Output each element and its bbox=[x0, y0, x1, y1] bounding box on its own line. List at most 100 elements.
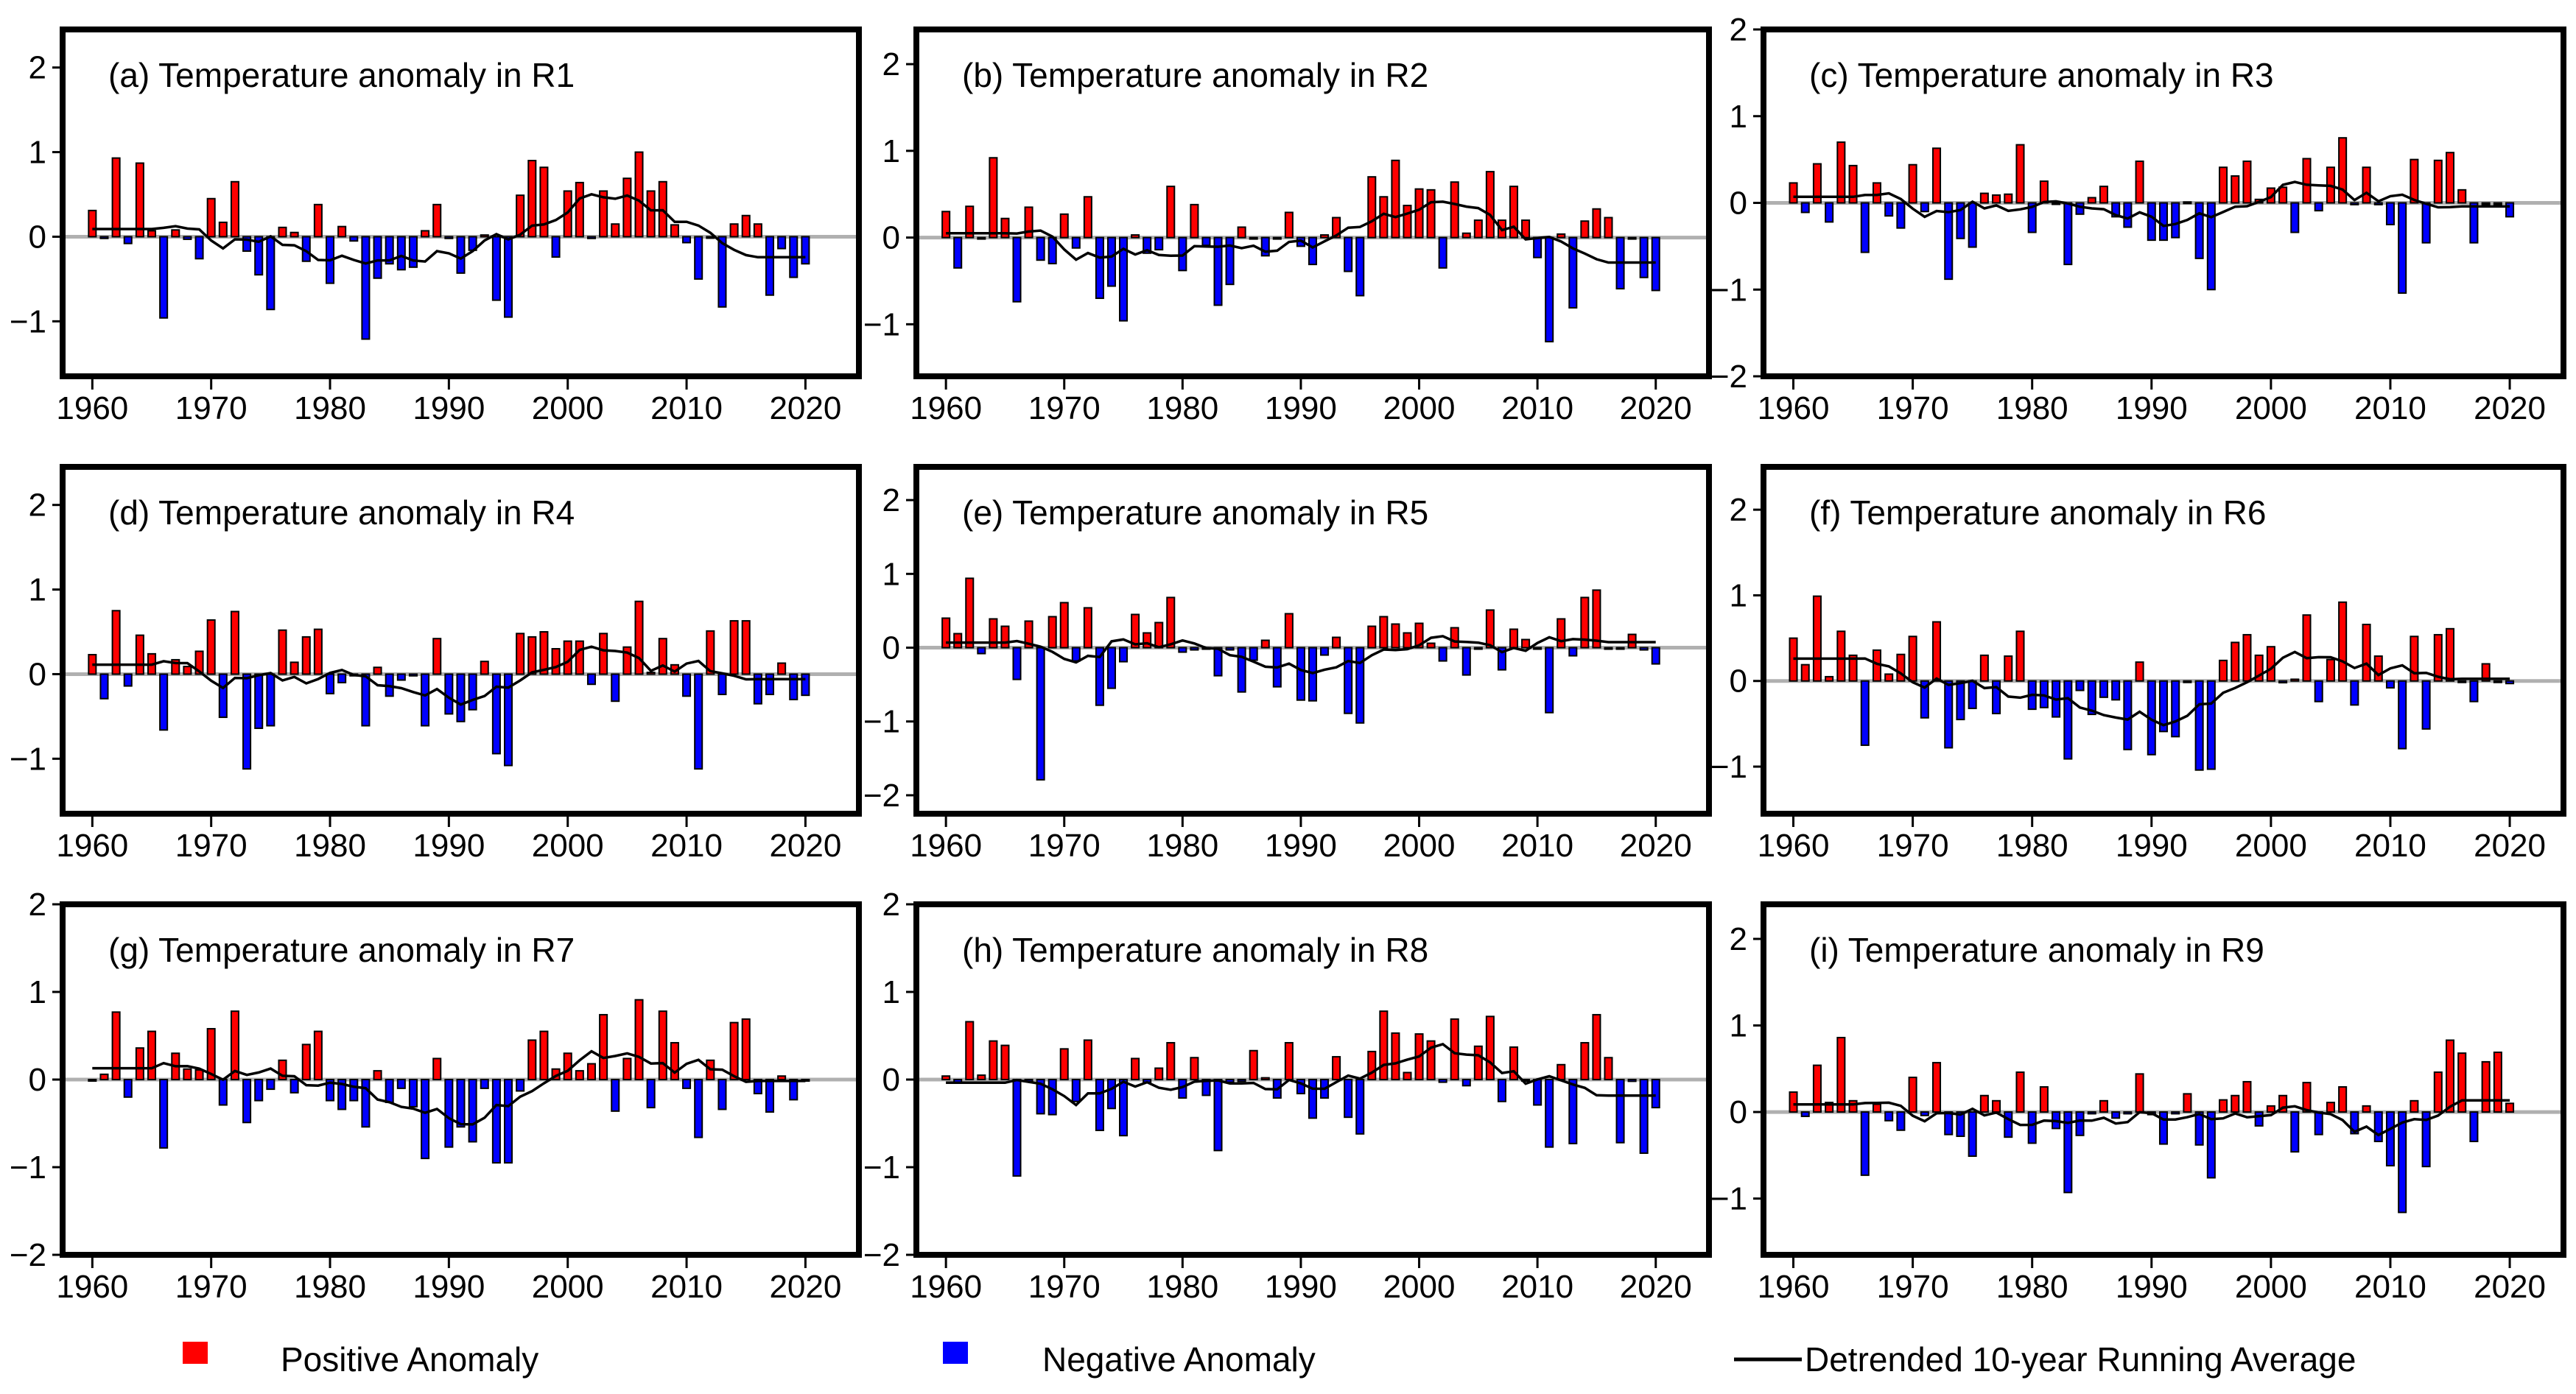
negative-anomaly-bar bbox=[1944, 202, 1954, 281]
positive-anomaly-bar bbox=[2219, 659, 2228, 682]
positive-anomaly-bar bbox=[1800, 663, 1810, 682]
positive-anomaly-bar bbox=[575, 640, 584, 675]
negative-anomaly-bar bbox=[801, 236, 810, 265]
positive-anomaly-bar bbox=[989, 618, 998, 649]
positive-anomaly-bar bbox=[1896, 653, 1906, 682]
negative-anomaly-bar bbox=[1237, 647, 1246, 693]
negative-anomaly-bar bbox=[1213, 647, 1223, 677]
x-tick-label: 2020 bbox=[1620, 390, 1692, 426]
x-tick-label: 2000 bbox=[532, 1269, 604, 1305]
positive-anomaly-bar bbox=[1190, 1057, 1199, 1080]
positive-anomaly-bar bbox=[1379, 196, 1389, 239]
positive-anomaly-bar bbox=[2135, 1073, 2144, 1113]
positive-anomaly-bar bbox=[1521, 638, 1531, 649]
positive-anomaly-bar bbox=[2338, 137, 2348, 204]
negative-anomaly-bar bbox=[337, 673, 347, 683]
positive-anomaly-bar bbox=[2493, 202, 2502, 205]
positive-anomaly-bar bbox=[218, 221, 228, 238]
positive-anomaly-bar bbox=[1332, 217, 1341, 239]
positive-anomaly-bar bbox=[1083, 1039, 1092, 1080]
positive-anomaly-bar bbox=[527, 160, 537, 238]
y-tick-label: −1 bbox=[10, 303, 46, 339]
positive-anomaly-bar bbox=[646, 672, 656, 675]
y-tick-label: 0 bbox=[882, 1062, 900, 1098]
positive-anomaly-bar bbox=[278, 629, 287, 675]
positive-anomaly-bar bbox=[1426, 1040, 1436, 1081]
y-tick-label: 2 bbox=[882, 887, 900, 923]
y-tick-label: 1 bbox=[29, 135, 46, 171]
negative-anomaly-bar bbox=[1296, 1079, 1305, 1095]
negative-anomaly-bar bbox=[646, 1079, 656, 1109]
negative-anomaly-bar bbox=[183, 236, 192, 240]
legend-positive-swatch bbox=[183, 1342, 208, 1364]
negative-anomaly-bar bbox=[266, 1079, 276, 1091]
positive-anomaly-bar bbox=[2410, 1099, 2419, 1113]
positive-anomaly-bar bbox=[171, 658, 180, 675]
negative-anomaly-bar bbox=[1545, 1079, 1554, 1148]
negative-anomaly-bar bbox=[1497, 647, 1506, 671]
negative-anomaly-bar bbox=[2290, 1111, 2300, 1153]
negative-anomaly-bar bbox=[1615, 647, 1625, 650]
negative-anomaly-bar bbox=[777, 236, 787, 250]
negative-anomaly-bar bbox=[1860, 202, 1870, 253]
positive-anomaly-bar bbox=[2326, 1102, 2335, 1113]
panel-title: (d) Temperature anomaly in R4 bbox=[108, 493, 575, 532]
negative-anomaly-bar bbox=[1036, 647, 1045, 781]
positive-anomaly-bar bbox=[1461, 232, 1471, 239]
positive-anomaly-bar bbox=[1979, 192, 1989, 204]
negative-anomaly-bar bbox=[682, 673, 692, 697]
positive-anomaly-bar bbox=[1592, 1013, 1601, 1080]
negative-anomaly-bar bbox=[99, 673, 109, 700]
legend-line-label: Detrended 10-year Running Average bbox=[1805, 1340, 2356, 1379]
x-tick-label: 1990 bbox=[1265, 828, 1337, 864]
negative-anomaly-bar bbox=[421, 1079, 430, 1160]
positive-anomaly-bar bbox=[2135, 661, 2144, 682]
x-tick-label: 1980 bbox=[1996, 828, 2068, 864]
positive-anomaly-bar bbox=[2457, 680, 2467, 683]
positive-anomaly-bar bbox=[2302, 158, 2312, 204]
y-tick-label: −1 bbox=[10, 741, 46, 777]
positive-anomaly-bar bbox=[1320, 234, 1330, 239]
x-tick-label: 1980 bbox=[1146, 390, 1218, 426]
positive-anomaly-bar bbox=[2433, 1071, 2443, 1113]
negative-anomaly-bar bbox=[1249, 647, 1258, 661]
negative-anomaly-bar bbox=[373, 236, 382, 279]
y-tick-label: −2 bbox=[863, 778, 900, 814]
positive-anomaly-bar bbox=[289, 661, 299, 675]
positive-anomaly-bar bbox=[658, 1010, 667, 1081]
x-tick-label: 1960 bbox=[56, 828, 128, 864]
positive-anomaly-bar bbox=[1848, 654, 1858, 682]
positive-anomaly-bar bbox=[1979, 1094, 1989, 1113]
positive-anomaly-bar bbox=[313, 203, 323, 238]
positive-anomaly-bar bbox=[1836, 1036, 1846, 1113]
negative-anomaly-bar bbox=[1568, 647, 1578, 657]
positive-anomaly-bar bbox=[111, 157, 121, 238]
y-tick-label: 0 bbox=[1730, 1094, 1747, 1130]
positive-anomaly-bar bbox=[622, 1057, 632, 1080]
positive-anomaly-bar bbox=[1083, 607, 1092, 649]
negative-anomaly-bar bbox=[1344, 647, 1353, 714]
negative-anomaly-bar bbox=[2087, 1111, 2096, 1115]
positive-anomaly-bar bbox=[1932, 1062, 1942, 1113]
chart-panel: (c) Temperature anomaly in R3 −2 −1 0 1 2 1960… bbox=[1710, 12, 2566, 426]
y-tick-label: −1 bbox=[1710, 749, 1747, 785]
plot-frame bbox=[913, 464, 1712, 817]
running-average-line bbox=[92, 192, 806, 265]
negative-anomaly-bar bbox=[266, 673, 276, 727]
running-average-line bbox=[946, 635, 1656, 675]
negative-anomaly-bar bbox=[2421, 202, 2431, 244]
positive-anomaly-bar bbox=[2099, 186, 2108, 204]
negative-anomaly-bar bbox=[2398, 1111, 2407, 1214]
negative-anomaly-bar bbox=[1012, 236, 1022, 303]
positive-anomaly-bar bbox=[1473, 647, 1483, 650]
x-tick-label: 1980 bbox=[294, 390, 366, 426]
negative-anomaly-bar bbox=[2027, 202, 2037, 233]
positive-anomaly-bar bbox=[622, 177, 632, 238]
plot-frame bbox=[60, 27, 862, 379]
x-tick-label: 1980 bbox=[294, 1269, 366, 1305]
positive-anomaly-bar bbox=[2231, 1094, 2240, 1113]
negative-anomaly-bar bbox=[953, 236, 963, 269]
negative-anomaly-bar bbox=[2123, 680, 2133, 750]
positive-anomaly-bar bbox=[2004, 655, 2013, 682]
